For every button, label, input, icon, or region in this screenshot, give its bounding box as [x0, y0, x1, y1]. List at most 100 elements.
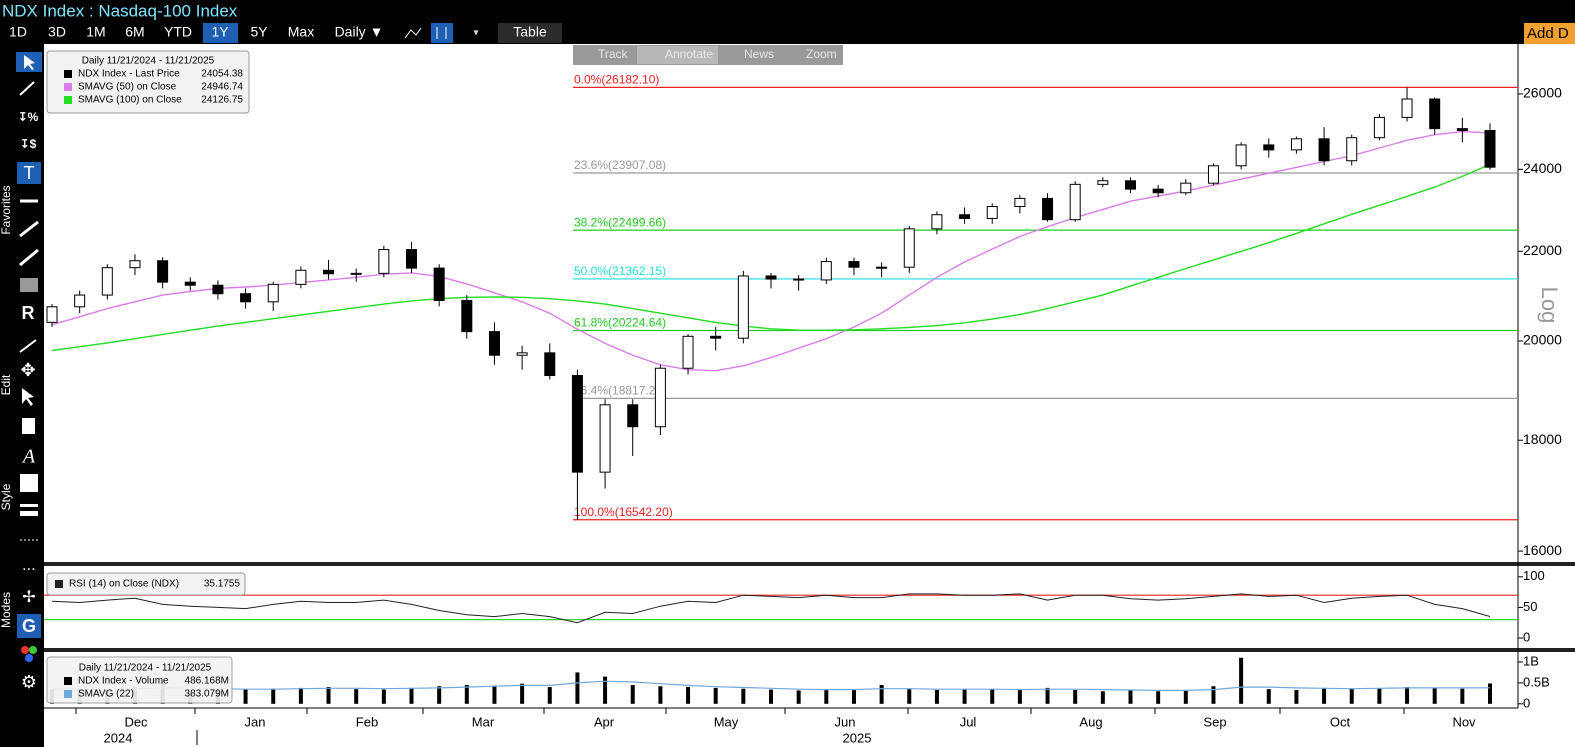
chart-tool[interactable]: Annotate: [665, 47, 713, 61]
candle-body: [433, 267, 445, 301]
chart-tool[interactable]: Zoom: [806, 47, 837, 61]
draw-icon: [19, 81, 35, 96]
mode-icon: ⋯: [22, 561, 36, 577]
candle-body: [1263, 144, 1275, 151]
volume-bar: [851, 689, 856, 704]
candle-body: [516, 352, 528, 356]
side-label: Edit: [0, 374, 13, 395]
candle-body: [1290, 138, 1302, 151]
pointer-icon: [24, 55, 35, 70]
chart-tool[interactable]: News: [744, 47, 774, 61]
y-tick-label: 1B: [1523, 653, 1539, 668]
volume-bar: [603, 676, 608, 704]
period-button[interactable]: Max: [288, 24, 314, 40]
text-icon: T: [24, 163, 35, 183]
candle-body: [848, 261, 860, 268]
legend-name: SMAVG (50) on Close: [78, 82, 177, 93]
volume-bar: [630, 684, 635, 704]
dropdown-arrow[interactable]: ▾: [473, 28, 478, 39]
y-axis-label: Log: [1537, 287, 1562, 324]
x-tick-label: Feb: [356, 714, 378, 729]
candle-body: [46, 306, 58, 323]
period-button[interactable]: YTD: [164, 24, 192, 40]
frequency-button[interactable]: Daily ▼: [335, 24, 384, 40]
y-tick-label: 0: [1523, 695, 1530, 710]
volume-bar: [1156, 691, 1161, 704]
move-icon: ✥: [20, 360, 35, 380]
candle-body: [1042, 197, 1054, 221]
period-button[interactable]: 1D: [9, 24, 27, 40]
rsi-line: [51, 593, 1491, 624]
candle-body: [1373, 116, 1385, 139]
pct-icon: ↧%: [18, 110, 39, 124]
candle-body: [1180, 182, 1192, 194]
table-button[interactable]: Table: [513, 24, 547, 40]
weight-icon: [20, 511, 38, 516]
candle-body: [461, 299, 473, 333]
legend-name: NDX Index - Last Price: [78, 69, 180, 80]
x-tick-label: Dec: [124, 714, 148, 729]
candle-body: [793, 278, 805, 281]
fib-label: 100.0%(16542.20): [574, 505, 673, 519]
legend-box: [46, 572, 246, 596]
volume-bar: [1322, 687, 1327, 704]
x-tick-label: Aug: [1079, 714, 1102, 729]
candle-body: [627, 404, 639, 428]
legend-value: 486.168M: [185, 676, 229, 687]
candle-body: [959, 214, 971, 219]
candle-body: [1014, 197, 1026, 208]
period-button[interactable]: 1Y: [211, 24, 229, 40]
volume-bar: [879, 684, 884, 704]
legend-swatch: [64, 677, 72, 685]
candle-button-bg: [431, 23, 453, 43]
volume-bar: [796, 690, 801, 704]
legend-swatch: [64, 96, 72, 104]
candle-body: [74, 294, 86, 308]
legend-name: RSI (14) on Close (NDX): [69, 579, 179, 590]
candle-body: [240, 293, 252, 303]
channel-icon: [20, 278, 38, 292]
volume-bar: [575, 672, 580, 704]
candle-body: [571, 375, 583, 473]
candle-body: [1207, 165, 1219, 184]
add-button[interactable]: Add D: [1527, 25, 1569, 42]
legend-range: Daily 11/21/2024 - 11/21/2025: [82, 56, 215, 67]
side-icons: ↧% ↧$ T R ✥ A ⋯ ✢ G ⚙: [16, 52, 42, 692]
volume-bar: [1045, 687, 1050, 704]
chart-tool[interactable]: Track: [598, 47, 629, 61]
fib-label: 61.8%(20224.64): [574, 316, 666, 330]
sma-line: [51, 130, 1491, 372]
x-tick-label: May: [714, 714, 739, 729]
volume-bar: [1405, 687, 1410, 704]
side-label: Modes: [0, 592, 13, 628]
panel-divider: [44, 648, 1575, 652]
dollar-icon: ↧$: [20, 137, 37, 151]
volume-bar: [1017, 690, 1022, 704]
candle-body: [323, 269, 335, 275]
toolbar-icons: [404, 27, 447, 39]
x-tick-label: Apr: [594, 714, 615, 729]
candle-body: [1235, 144, 1247, 167]
trash-icon: [22, 418, 35, 434]
candle-body: [378, 249, 390, 274]
chart-area: [44, 44, 1575, 747]
candle-body: [101, 267, 113, 296]
r-icon: R: [22, 303, 35, 323]
period-button[interactable]: 5Y: [250, 24, 268, 40]
period-button[interactable]: 6M: [125, 24, 144, 40]
text-bg: [17, 162, 41, 184]
period-button[interactable]: 3D: [48, 24, 66, 40]
volume-bar: [1183, 690, 1188, 704]
legend-value: 24126.75: [201, 95, 243, 106]
volume-bar: [962, 689, 967, 704]
period-button[interactable]: 1M: [86, 24, 105, 40]
volume-bar: [464, 684, 469, 704]
add-button-bg: [1524, 23, 1575, 44]
candle-body: [1346, 137, 1358, 162]
volume-bar: [741, 688, 746, 704]
legend-value: 35.1755: [204, 579, 241, 590]
x-year-label: 2025: [843, 730, 872, 745]
candle-body: [1125, 180, 1136, 190]
candle-body: [682, 335, 694, 369]
